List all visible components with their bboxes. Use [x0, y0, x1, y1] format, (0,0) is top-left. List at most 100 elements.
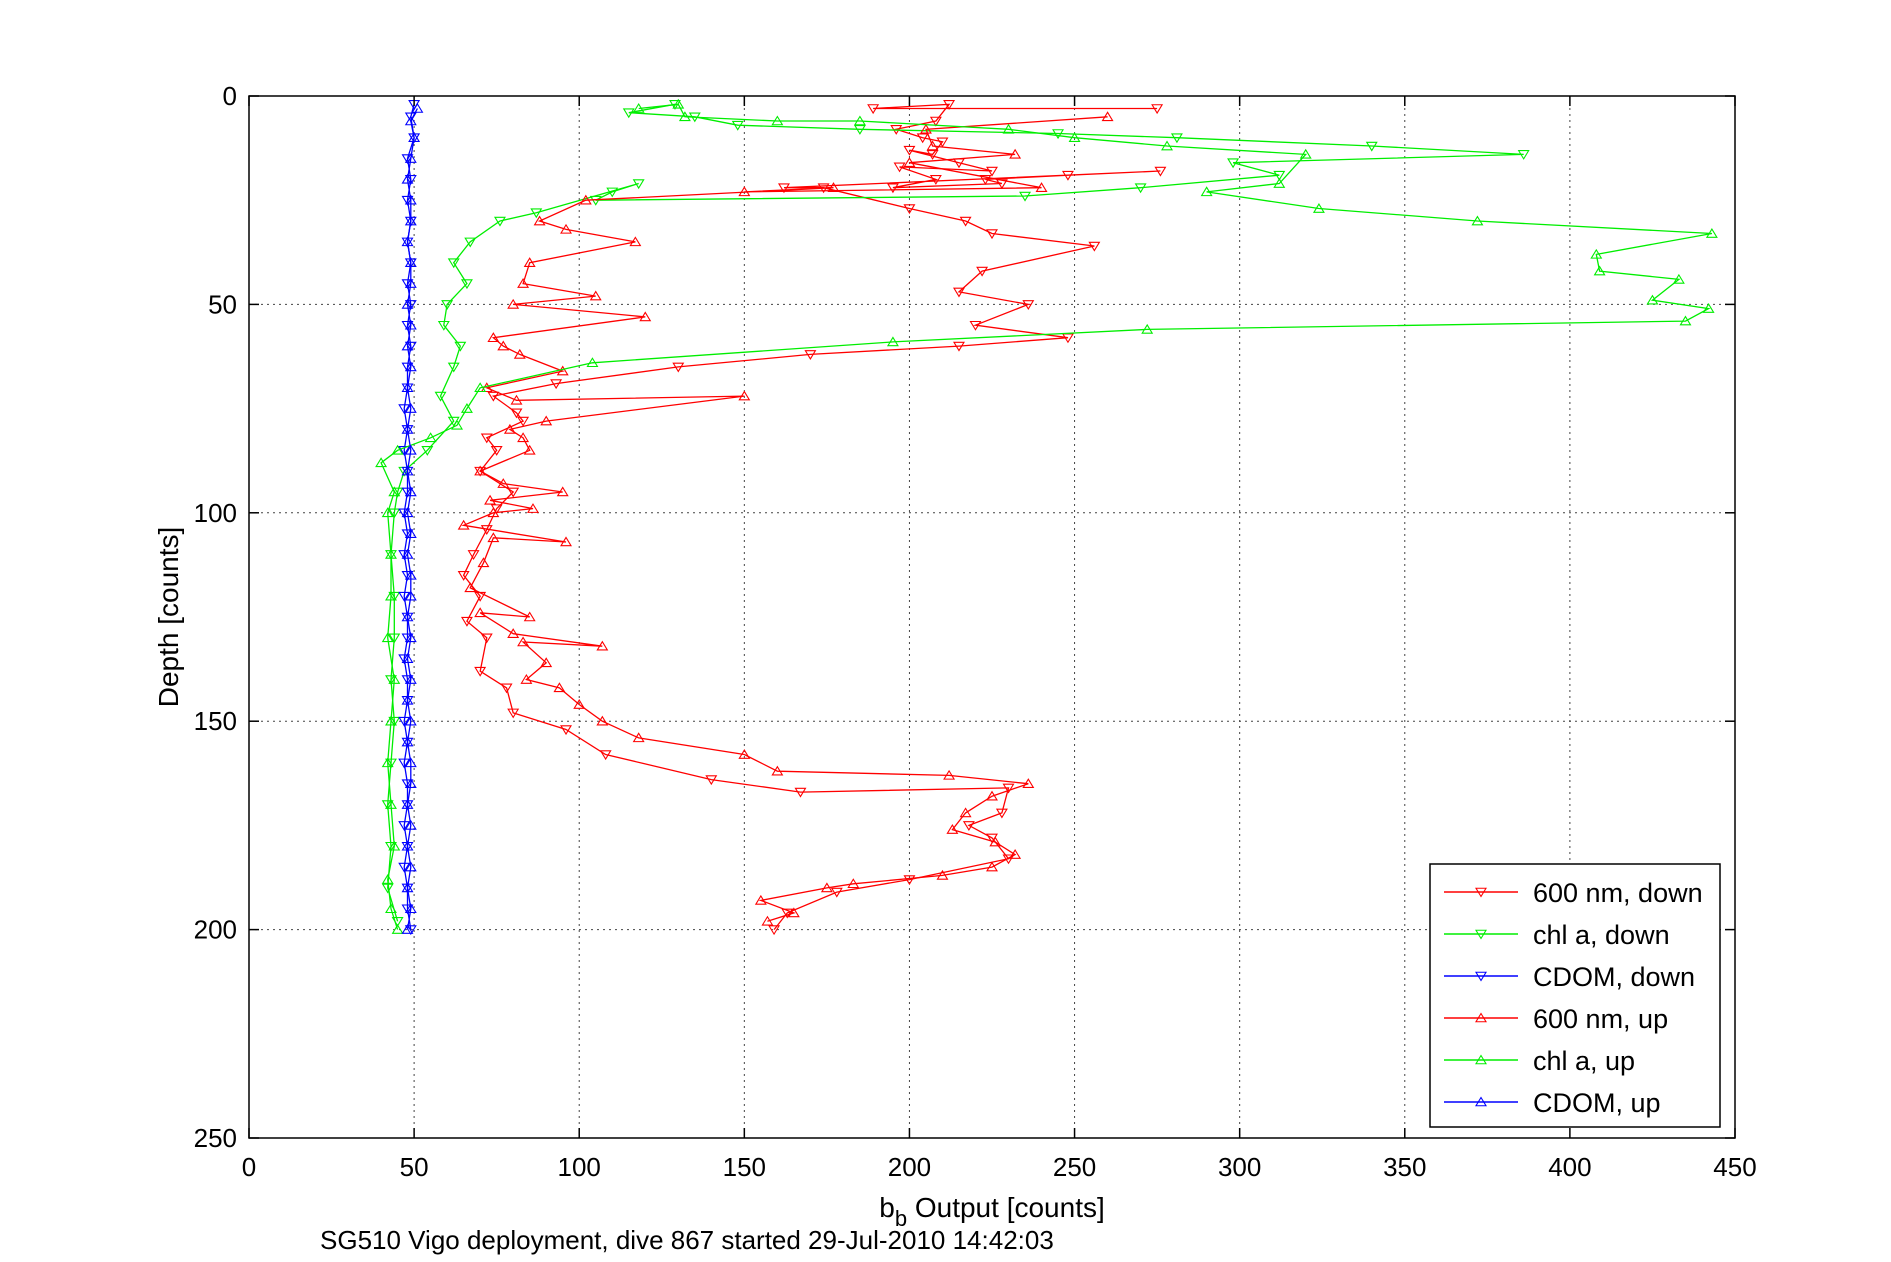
data-point — [771, 115, 784, 126]
data-point — [503, 423, 516, 434]
data-point — [886, 183, 899, 194]
legend-label: chl a, up — [1533, 1046, 1635, 1076]
data-point — [731, 120, 744, 131]
data-point — [1312, 202, 1325, 213]
data-point — [500, 683, 513, 694]
series-600-nm-up — [457, 111, 1114, 926]
series-line — [462, 103, 1161, 931]
data-point — [497, 340, 510, 351]
data-point — [1593, 265, 1606, 276]
data-point — [401, 340, 414, 351]
data-point — [678, 111, 691, 122]
data-point — [540, 415, 553, 426]
data-point — [398, 758, 411, 769]
data-point — [1019, 191, 1031, 202]
data-point — [761, 915, 774, 926]
legend-label: 600 nm, up — [1533, 1004, 1668, 1034]
data-point — [401, 675, 414, 686]
data-point — [441, 300, 454, 310]
data-point — [771, 765, 784, 776]
data-point — [404, 715, 417, 726]
data-point — [768, 925, 781, 936]
data-point — [404, 215, 417, 226]
data-point — [401, 154, 414, 165]
data-point — [903, 204, 916, 215]
data-point — [401, 529, 414, 540]
data-point — [460, 616, 473, 627]
data-point — [381, 507, 394, 518]
data-point — [398, 508, 411, 519]
data-point — [490, 445, 503, 456]
data-point — [401, 465, 414, 476]
data-point — [487, 507, 500, 518]
data-point — [1009, 849, 1022, 859]
data-point — [1679, 315, 1692, 326]
data-point — [1061, 170, 1074, 181]
data-point — [388, 716, 401, 727]
data-point — [794, 787, 807, 798]
data-point — [388, 486, 401, 497]
data-point — [976, 266, 989, 277]
data-point — [986, 166, 998, 177]
data-point — [1154, 166, 1167, 177]
series-chl-a-down — [381, 100, 1530, 927]
data-point — [589, 290, 602, 301]
data-point — [404, 673, 417, 684]
data-point — [388, 633, 401, 644]
data-point — [1022, 300, 1035, 310]
data-point — [1590, 248, 1603, 259]
data-point — [560, 725, 572, 736]
legend-marker-sample — [1475, 929, 1487, 940]
data-point — [487, 332, 500, 343]
data-point — [507, 628, 520, 638]
x-tick-label: 50 — [400, 1152, 429, 1182]
data-point — [421, 445, 434, 456]
data-point — [467, 550, 480, 561]
data-point — [388, 591, 401, 602]
data-point — [404, 257, 417, 268]
legend-item: 600 nm, down — [1444, 878, 1703, 908]
x-tick-label: 200 — [888, 1152, 931, 1182]
data-point — [391, 487, 404, 498]
data-point — [385, 903, 397, 914]
data-point — [560, 223, 572, 234]
data-point — [510, 408, 523, 419]
series-600-nm-down — [457, 100, 1167, 936]
data-point — [474, 382, 487, 393]
x-axis-label-subscript: b — [895, 1206, 907, 1231]
legend-item: CDOM, down — [1444, 962, 1695, 992]
data-point — [632, 732, 645, 743]
data-point — [820, 882, 833, 893]
data-point — [893, 162, 906, 173]
data-point — [375, 457, 388, 468]
data-point — [1471, 215, 1484, 226]
data-point — [929, 116, 942, 127]
data-point — [398, 404, 411, 415]
data-point — [969, 320, 982, 331]
data-point — [460, 279, 473, 290]
data-point — [391, 924, 404, 934]
data-point — [401, 487, 414, 498]
legend-box — [1429, 863, 1721, 1128]
data-point — [424, 432, 437, 443]
series-line — [406, 108, 418, 930]
data-point — [1052, 129, 1065, 140]
x-tick-label: 350 — [1383, 1152, 1426, 1182]
data-point — [401, 882, 414, 893]
data-point — [404, 194, 417, 205]
legend-marker-sample — [1475, 887, 1487, 898]
data-point — [573, 698, 586, 709]
data-point — [401, 195, 414, 206]
x-tick-label: 450 — [1713, 1152, 1756, 1182]
data-point — [480, 633, 493, 644]
data-point — [1273, 177, 1286, 188]
x-tick-label: 100 — [558, 1152, 601, 1182]
data-point — [404, 319, 417, 330]
data-point — [1365, 141, 1378, 152]
data-point — [385, 675, 397, 686]
y-tick-label: 150 — [194, 706, 237, 736]
y-tick-label: 200 — [194, 915, 237, 945]
data-point — [401, 840, 414, 851]
data-point — [586, 357, 599, 368]
data-point — [550, 379, 563, 390]
